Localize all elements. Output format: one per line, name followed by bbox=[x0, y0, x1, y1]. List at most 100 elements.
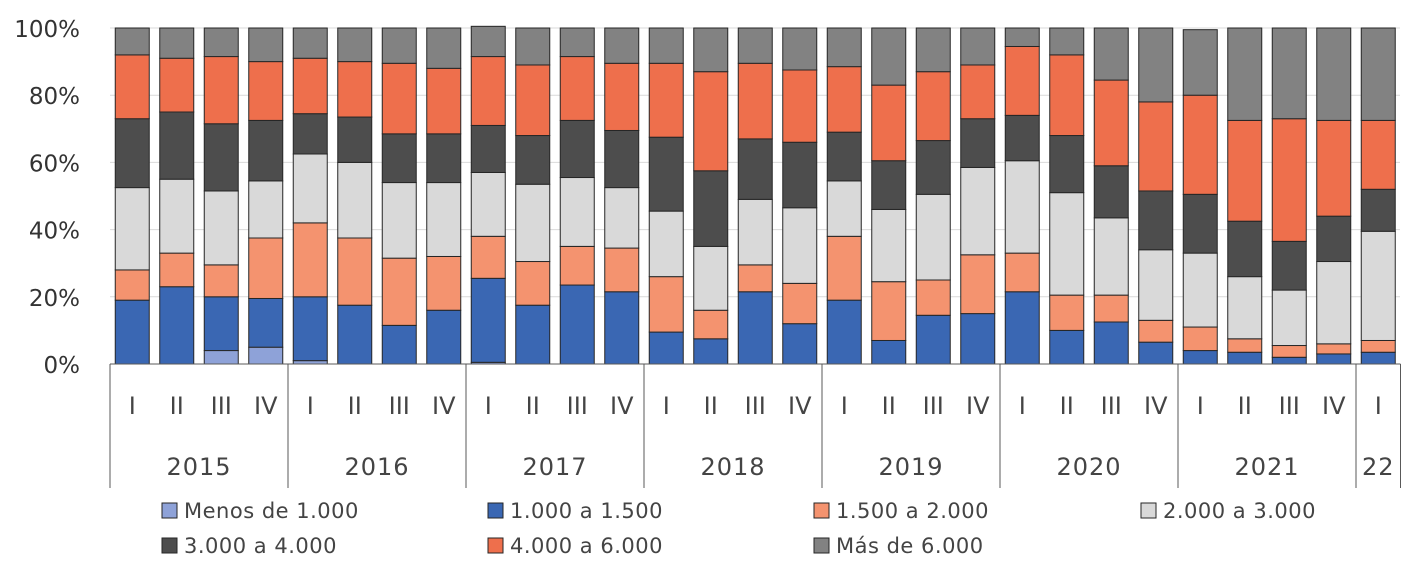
quarter-label: I bbox=[129, 392, 136, 420]
bar-segment bbox=[1360, 339, 1396, 353]
bar-segment bbox=[1049, 135, 1085, 194]
bar-segment bbox=[470, 25, 506, 58]
quarter-label: IV bbox=[1144, 392, 1168, 420]
bar-segment bbox=[960, 27, 996, 66]
bar-segment bbox=[203, 56, 239, 125]
bar-segment bbox=[871, 339, 907, 365]
bar-segment bbox=[826, 235, 862, 301]
bar-segment bbox=[1093, 165, 1129, 219]
bar-segment bbox=[782, 69, 818, 143]
bar-segment bbox=[648, 331, 684, 365]
bar-segment bbox=[1182, 94, 1218, 195]
bar-segment bbox=[915, 140, 951, 195]
bar-segment bbox=[1049, 192, 1085, 296]
bar-segment bbox=[381, 27, 417, 64]
year-label: 2020 bbox=[1056, 453, 1121, 481]
bar-segment bbox=[114, 269, 150, 301]
bar-segment bbox=[1138, 101, 1174, 192]
bar-segment bbox=[337, 61, 373, 118]
quarter-label: I bbox=[1375, 392, 1382, 420]
bar-segment bbox=[693, 27, 729, 73]
legend-item: 4.000 a 6.000 bbox=[487, 534, 662, 558]
bar-segment bbox=[1093, 79, 1129, 167]
bar-segment bbox=[782, 27, 818, 71]
bar-segment bbox=[470, 124, 506, 173]
bars bbox=[114, 25, 1396, 365]
bar-segment bbox=[470, 235, 506, 279]
quarter-label: I bbox=[1019, 392, 1026, 420]
bar-segment bbox=[1004, 160, 1040, 254]
legend-label: 2.000 a 3.000 bbox=[1163, 499, 1316, 523]
bar-segment bbox=[737, 264, 773, 293]
bar-segment bbox=[470, 56, 506, 126]
bar-segment bbox=[515, 183, 551, 263]
bar-segment bbox=[1049, 294, 1085, 331]
bar-segment bbox=[1316, 343, 1352, 355]
quarter-label: II bbox=[1238, 392, 1252, 420]
bar-segment bbox=[604, 247, 640, 293]
bar-segment bbox=[1360, 119, 1396, 190]
bar-segment bbox=[292, 222, 328, 298]
bar-segment bbox=[1271, 289, 1307, 347]
legend-item: 3.000 a 4.000 bbox=[161, 534, 337, 558]
quarter-label: IV bbox=[788, 392, 812, 420]
y-tick-label: 40% bbox=[29, 219, 80, 245]
bar-segment bbox=[248, 27, 284, 63]
legend-swatch bbox=[487, 502, 504, 519]
bar-segment bbox=[1360, 27, 1396, 121]
legend-item: Menos de 1.000 bbox=[161, 499, 358, 523]
bar-segment bbox=[782, 282, 818, 325]
legend-label: 3.000 a 4.000 bbox=[184, 534, 337, 558]
bar-segment bbox=[248, 297, 284, 348]
bar-segment bbox=[1271, 356, 1307, 365]
bar-segment bbox=[604, 27, 640, 64]
bar-segment bbox=[292, 57, 328, 115]
bar-segment bbox=[292, 360, 328, 365]
bar-segment bbox=[826, 180, 862, 237]
legend-swatch bbox=[487, 537, 504, 554]
y-tick-label: 20% bbox=[29, 286, 80, 312]
bar-segment bbox=[648, 276, 684, 333]
bar-segment bbox=[1360, 230, 1396, 341]
bar-segment bbox=[1138, 190, 1174, 251]
bar-segment bbox=[470, 171, 506, 237]
quarter-label: II bbox=[704, 392, 718, 420]
bar-segment bbox=[1227, 351, 1263, 365]
bar-segment bbox=[604, 187, 640, 249]
quarter-label: III bbox=[745, 392, 766, 420]
bar-segment bbox=[470, 277, 506, 363]
bar-segment bbox=[1271, 27, 1307, 120]
bar-segment bbox=[292, 113, 328, 155]
bar-segment bbox=[292, 296, 328, 362]
bar-segment bbox=[826, 66, 862, 133]
bar-segment bbox=[248, 180, 284, 239]
y-tick-label: 60% bbox=[29, 151, 80, 177]
bar-segment bbox=[292, 27, 328, 59]
bar-segment bbox=[1182, 29, 1218, 96]
bar-segment bbox=[426, 182, 462, 257]
bar-segment bbox=[114, 118, 150, 189]
bar-segment bbox=[248, 119, 284, 182]
year-label: 2017 bbox=[522, 453, 587, 481]
y-tick-label: 80% bbox=[29, 84, 80, 110]
quarter-label: IV bbox=[610, 392, 634, 420]
bar-segment bbox=[915, 279, 951, 316]
bar-segment bbox=[648, 136, 684, 212]
bar-segment bbox=[426, 255, 462, 311]
bar-segment bbox=[782, 141, 818, 209]
bar-segment bbox=[1004, 27, 1040, 47]
bar-segment bbox=[915, 314, 951, 365]
quarter-label: IV bbox=[1322, 392, 1346, 420]
quarter-label: II bbox=[1060, 392, 1074, 420]
bar-segment bbox=[1227, 220, 1263, 278]
bar-segment bbox=[159, 252, 195, 288]
bar-segment bbox=[1138, 341, 1174, 365]
bar-segment bbox=[1316, 119, 1352, 217]
bar-segment bbox=[559, 56, 595, 121]
bar-segment bbox=[114, 54, 150, 120]
bar-segment bbox=[960, 166, 996, 256]
bar-segment bbox=[337, 237, 373, 306]
bar-segment bbox=[1316, 353, 1352, 365]
bar-segment bbox=[871, 160, 907, 210]
